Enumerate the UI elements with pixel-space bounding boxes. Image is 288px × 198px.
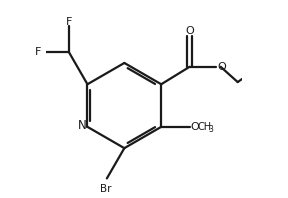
Text: 3: 3 (208, 125, 213, 134)
Text: O: O (217, 62, 226, 72)
Text: CH: CH (198, 122, 212, 132)
Text: Br: Br (100, 184, 111, 194)
Text: N: N (77, 119, 86, 132)
Text: F: F (35, 47, 41, 57)
Text: O: O (191, 122, 200, 132)
Text: O: O (185, 26, 194, 36)
Text: F: F (66, 16, 72, 27)
